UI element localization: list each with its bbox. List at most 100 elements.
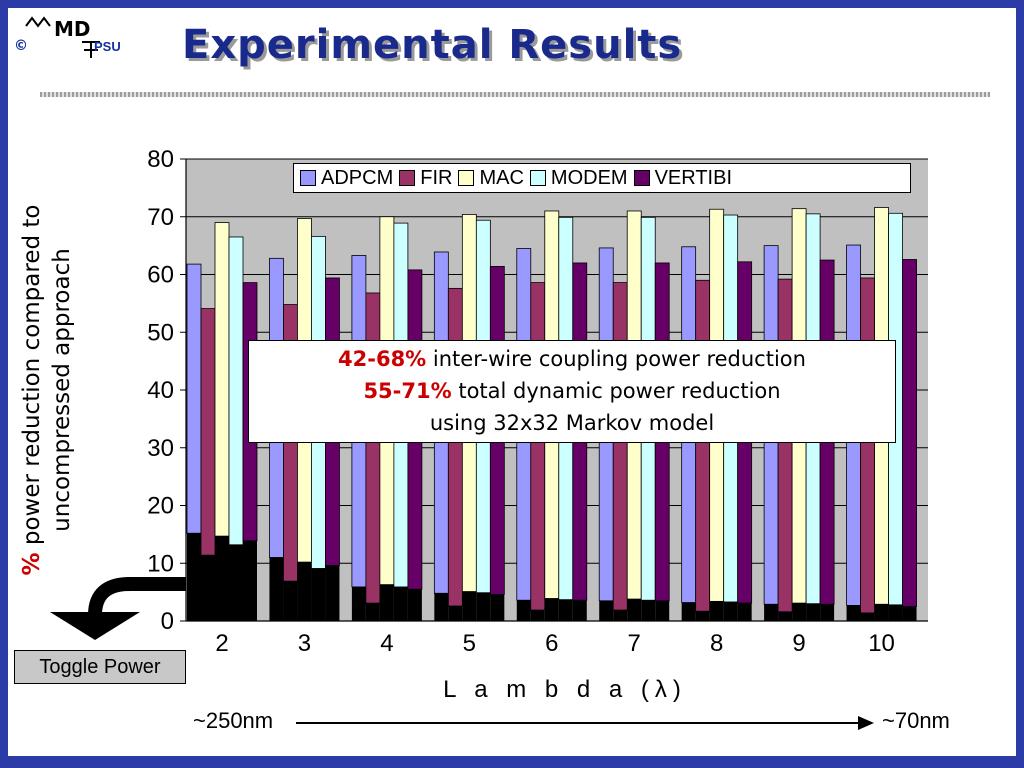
bar-base-mac-2 (215, 536, 229, 621)
ylabel-text1: power reduction compared to (19, 204, 45, 553)
frame-top (0, 0, 1024, 8)
annotation-line1: 42-68% inter-wire coupling power reducti… (249, 343, 895, 375)
bar-base-mac-10 (874, 604, 889, 621)
bar-adpcm-2 (186, 263, 202, 534)
bar-mac-2 (214, 222, 230, 537)
bar-base-adpcm-9 (764, 604, 779, 621)
curved-arrow-icon (50, 577, 186, 640)
y-axis-label: % power reduction compared to uncompress… (17, 180, 107, 600)
legend-item-mac: MAC (458, 166, 524, 190)
y-tick-label: 60 (147, 262, 174, 289)
annotation-total-pct: 55-71% (363, 379, 452, 403)
bar-base-mac-7 (627, 599, 642, 621)
bar-fir-8 (695, 279, 711, 612)
bar-fir-5 (447, 287, 463, 607)
legend-label: MODEM (550, 166, 628, 189)
frame-right (1016, 0, 1024, 768)
bar-base-fir-2 (201, 555, 215, 621)
bar-base-adpcm-8 (681, 602, 696, 621)
bar-base-modem-7 (641, 600, 656, 621)
tech-arrow-icon (296, 716, 874, 730)
y-tick-label: 70 (147, 204, 174, 231)
bar-base-adpcm-7 (599, 600, 614, 621)
toggle-power-button[interactable]: Toggle Power (14, 650, 186, 684)
y-tick-label: 0 (161, 608, 174, 635)
axes: 0 10 20 30 40 50 60 70 80 2 3 4 5 6 7 8 9 10 (147, 146, 928, 657)
bar-base-vertibi-9 (820, 604, 835, 621)
bar-fir-9 (777, 278, 793, 613)
y-tick-label: 10 (147, 550, 174, 577)
bar-base-vertibi-5 (490, 594, 505, 621)
tech-node-right: ~70nm (882, 708, 950, 733)
bar-fir-7 (612, 282, 628, 611)
bar-base-mac-5 (462, 591, 477, 621)
frame-left (0, 0, 8, 768)
slide-title: Experimental Results (182, 22, 683, 68)
bar-base-adpcm-10 (846, 605, 861, 621)
bar-base-vertibi-7 (655, 600, 670, 621)
x-tick-label: 4 (380, 630, 393, 657)
bar-base-mac-3 (297, 562, 312, 621)
logo-psu: PSU (94, 39, 121, 54)
legend-item-adpcm: ADPCM (300, 167, 393, 190)
bar-base-vertibi-4 (407, 589, 422, 621)
bar-base-mac-8 (709, 601, 724, 621)
bar-fir-2 (200, 308, 216, 556)
legend-label: FIR (420, 166, 453, 189)
bar-base-adpcm-2 (187, 533, 201, 621)
tech-node-left: ~250nm (193, 708, 274, 733)
annotation-line2: 55-71% total dynamic power reduction (249, 375, 895, 407)
bar-base-modem-9 (806, 603, 821, 621)
bar-fir-6 (530, 282, 546, 611)
legend-label: VERTIBI (654, 166, 733, 189)
legend-label: MAC (479, 166, 524, 189)
x-tick-label: 5 (463, 630, 476, 657)
x-axis-label: L a m b d a (λ) (443, 676, 687, 703)
x-tick-label: 10 (868, 630, 895, 657)
legend-swatch (458, 170, 475, 186)
legend-swatch (399, 170, 416, 186)
bar-base-mac-6 (544, 598, 559, 621)
bar-base-vertibi-8 (737, 603, 752, 621)
legend-label: ADPCM (321, 166, 394, 189)
bar-vertibi-10 (902, 259, 917, 607)
y-tick-label: 80 (147, 146, 174, 173)
bar-base-fir-5 (448, 605, 463, 621)
results-annotation: 42-68% inter-wire coupling power reducti… (248, 340, 896, 443)
frame-bottom (0, 756, 1024, 768)
bar-base-vertibi-10 (902, 606, 917, 621)
legend-item-modem: MODEM (529, 166, 628, 190)
bar-base-fir-6 (530, 610, 545, 621)
bar-base-modem-6 (558, 599, 573, 621)
bar-base-fir-7 (613, 610, 628, 621)
y-axis-label-line2: uncompressed approach (49, 248, 75, 532)
bar-base-adpcm-4 (351, 586, 366, 621)
y-axis-label-line1: % power reduction compared to (17, 180, 47, 600)
bar-base-modem-4 (393, 586, 408, 621)
legend-item-fir: FIR (399, 167, 452, 190)
legend-swatch (529, 170, 546, 186)
x-tick-label: 7 (628, 630, 641, 657)
bar-base-fir-4 (365, 603, 380, 621)
bar-base-fir-8 (695, 611, 710, 621)
bar-base-fir-9 (778, 611, 793, 621)
x-tick-label: 2 (215, 630, 228, 657)
bar-base-mac-4 (379, 584, 394, 621)
bar-base-adpcm-6 (516, 600, 531, 621)
y-tick-label: 50 (147, 319, 174, 346)
annotation-coupling-pct: 42-68% (338, 347, 427, 371)
bar-modem-2 (228, 236, 244, 546)
x-tick-label: 3 (298, 630, 311, 657)
bar-base-modem-10 (888, 604, 903, 621)
bar-base-fir-10 (860, 612, 875, 621)
annotation-line3: using 32x32 Markov model (429, 411, 715, 435)
bar-base-fir-3 (283, 581, 298, 621)
x-tick-label: 8 (710, 630, 723, 657)
bar-base-vertibi-2 (243, 540, 257, 621)
x-tick-label: 9 (792, 630, 805, 657)
bar-fir-10 (860, 277, 875, 614)
bar-base-mac-9 (792, 603, 807, 621)
chart-legend: ADPCM FIR MAC MODEM VERTIBI (293, 163, 911, 193)
bar-base-modem-5 (476, 592, 491, 621)
bar-base-modem-8 (723, 601, 738, 621)
